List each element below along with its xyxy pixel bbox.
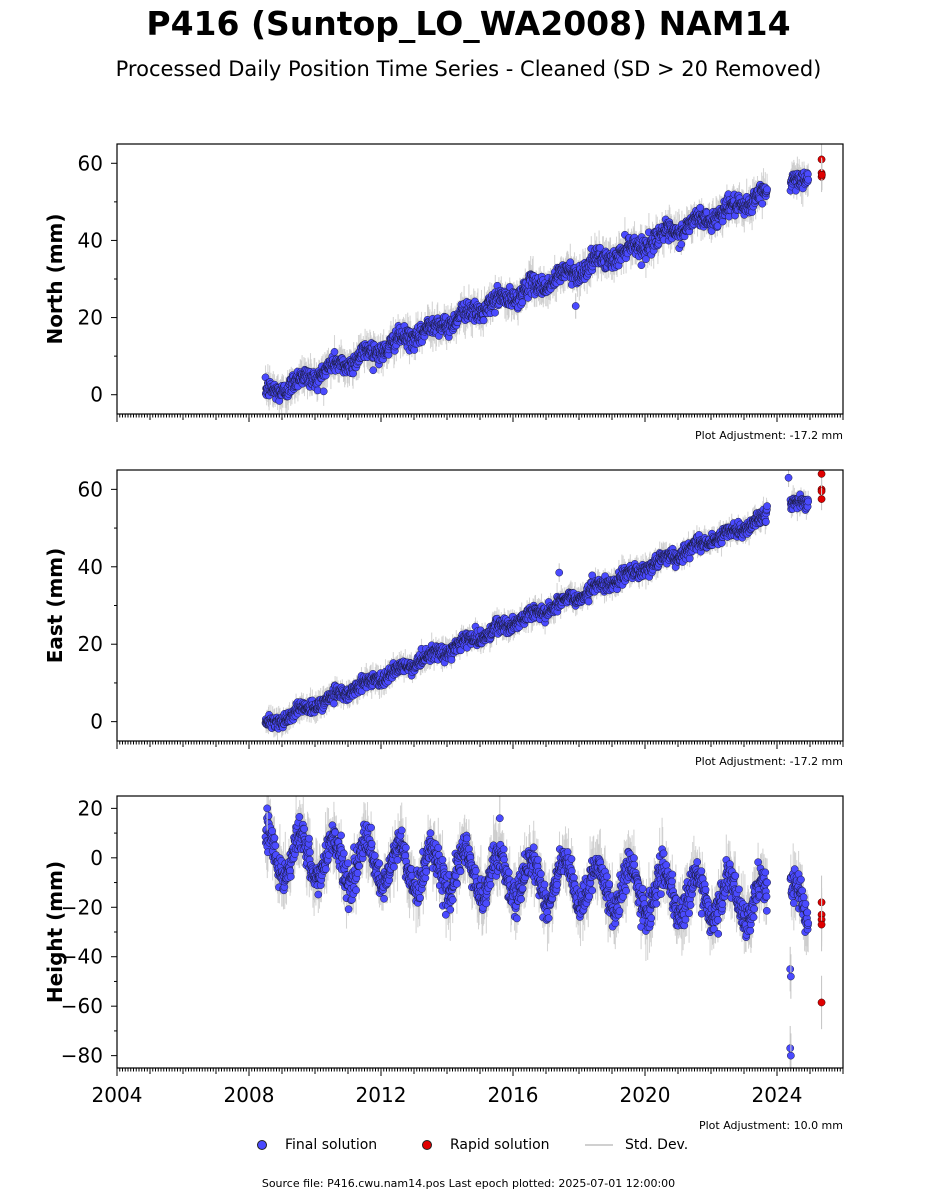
y-tick-label: 0 — [90, 383, 103, 407]
data-points-0 — [261, 144, 826, 414]
rapid-point — [818, 171, 826, 179]
final-point — [677, 240, 686, 249]
chart-subtitle: Processed Daily Position Time Series - C… — [115, 57, 822, 81]
plot-frame — [116, 143, 844, 415]
final-point — [718, 217, 727, 226]
final-point — [491, 308, 499, 317]
y-tick-label: 60 — [78, 151, 103, 175]
data-points-1 — [261, 470, 826, 741]
final-outlier-point — [571, 302, 580, 310]
y-tick-label: 40 — [78, 228, 103, 252]
final-point — [713, 222, 722, 230]
final-point — [369, 366, 378, 375]
final-point — [566, 258, 575, 267]
final-point — [804, 175, 813, 184]
final-point — [642, 255, 650, 264]
final-point — [330, 699, 338, 708]
y-tick-label: 20 — [78, 306, 103, 330]
final-point — [447, 655, 456, 664]
y-axis-label: North (mm) — [43, 213, 67, 344]
final-point — [479, 316, 488, 325]
final-point — [330, 348, 339, 356]
chart-title: P416 (Suntop_LO_WA2008) NAM14 — [146, 4, 791, 43]
panel-0: 0 20 40 60 North (mm) — [43, 143, 844, 422]
final-point — [596, 243, 604, 252]
final-point — [518, 298, 527, 307]
final-point — [758, 199, 767, 208]
final-point — [763, 185, 771, 194]
final-point — [584, 597, 593, 606]
final-point — [319, 387, 328, 396]
final-point — [637, 261, 646, 270]
